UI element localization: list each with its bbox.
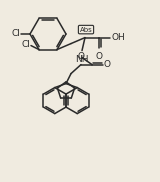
Text: OH: OH [111,33,125,42]
Text: Cl: Cl [21,40,30,49]
Text: NH: NH [75,55,89,64]
Text: O: O [104,60,111,69]
Text: Cl: Cl [11,29,20,39]
Text: Abs: Abs [80,27,92,33]
Text: O: O [77,52,84,61]
Text: O: O [96,52,103,61]
